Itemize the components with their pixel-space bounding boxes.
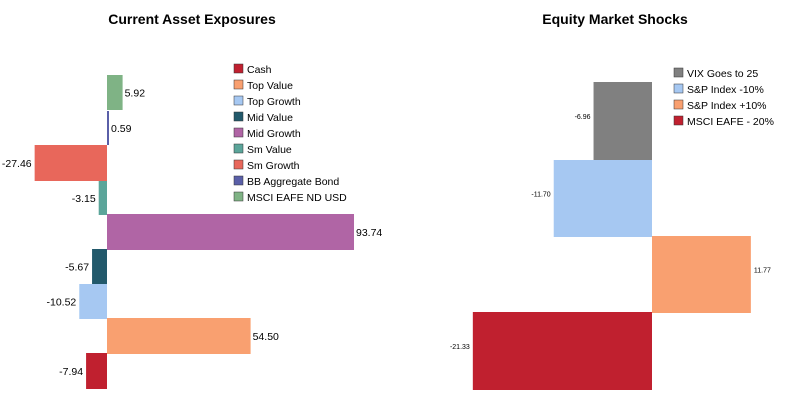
data-labels: 5.92 0.59 -27.46 -3.15 93.74 -5.67 -10.52 54.50… <box>2 88 383 379</box>
legend-label-msci-eafe-20: MSCI EAFE - 20% <box>687 116 774 128</box>
legend-swatch-msci-eafe-nd-usd <box>233 191 244 202</box>
bar-sm-value <box>98 181 107 215</box>
legend-label-s-p-index-10: S&P Index -10% <box>687 84 764 96</box>
legend-swatch-cash <box>233 63 244 74</box>
legend-swatch-bb-aggregate-bond <box>233 175 244 186</box>
data-label-msci-eafe-20: -21.33 <box>450 344 470 351</box>
bar-top-growth <box>79 284 107 319</box>
bars <box>472 82 751 390</box>
bar-mid-value <box>92 249 107 284</box>
legend-swatch-top-growth <box>233 95 244 106</box>
data-label-top-growth: -10.52 <box>46 297 76 309</box>
legend-label-bb-aggregate-bond: BB Aggregate Bond <box>247 176 339 188</box>
legend-swatch-sm-growth <box>233 159 244 170</box>
legend-swatch-s-p-index-10 <box>673 83 684 94</box>
bar-msci-eafe-nd-usd <box>107 75 123 110</box>
data-labels: -6.96 -11.70 11.77 -21.33 <box>450 114 771 351</box>
legend: Cash Top Value Top Growth Mid Value Mid Grow… <box>233 63 347 204</box>
data-label-sm-value: -3.15 <box>72 193 96 205</box>
legend-swatch-msci-eafe-20 <box>673 115 684 126</box>
bar-vix-goes-to-25 <box>593 82 652 160</box>
data-label-s-p-index-10: 11.77 <box>754 268 771 275</box>
legend-label-sm-growth: Sm Growth <box>247 160 300 172</box>
data-label-msci-eafe-nd-usd: 5.92 <box>125 88 146 100</box>
bar-bb-aggregate-bond <box>107 111 109 145</box>
legend-swatch-top-value <box>233 79 244 90</box>
bar-cash <box>86 353 107 389</box>
data-label-s-p-index-10: -11.70 <box>531 192 550 199</box>
legend-label-mid-value: Mid Value <box>247 112 293 124</box>
legend-label-top-growth: Top Growth <box>247 96 301 108</box>
bar-msci-eafe-20 <box>472 312 652 390</box>
data-label-sm-growth: -27.46 <box>2 158 32 170</box>
data-label-cash: -7.94 <box>59 366 83 378</box>
data-label-vix-goes-to-25: -6.96 <box>575 114 591 121</box>
bar-top-value <box>107 318 251 354</box>
data-label-mid-growth: 93.74 <box>356 227 382 239</box>
legend-label-top-value: Top Value <box>247 80 293 92</box>
legend-swatch-sm-value <box>233 143 244 154</box>
bar-sm-growth <box>34 145 107 181</box>
legend-swatch-vix-goes-to-25 <box>673 67 684 78</box>
legend-label-vix-goes-to-25: VIX Goes to 25 <box>687 68 758 80</box>
bar-s-p-index-10 <box>553 160 652 237</box>
legend-swatch-s-p-index-10 <box>673 99 684 110</box>
equity-shocks-chart: Equity Market Shocks -6.96 -11.70 11.77 -21… <box>450 11 774 390</box>
legend-label-sm-value: Sm Value <box>247 144 292 156</box>
legend: VIX Goes to 25 S&P Index -10% S&P Index +1… <box>673 67 774 128</box>
legend-label-msci-eafe-nd-usd: MSCI EAFE ND USD <box>247 192 347 204</box>
data-label-mid-value: -5.67 <box>65 262 89 274</box>
legend-label-mid-growth: Mid Growth <box>247 128 301 140</box>
bar-mid-growth <box>107 214 355 250</box>
chart-title: Equity Market Shocks <box>542 11 688 27</box>
legend-label-s-p-index-10: S&P Index +10% <box>687 100 767 112</box>
bars <box>34 75 355 389</box>
bar-s-p-index-10 <box>652 236 751 313</box>
legend-swatch-mid-value <box>233 111 244 122</box>
data-label-bb-aggregate-bond: 0.59 <box>111 123 132 135</box>
chart-title: Current Asset Exposures <box>108 11 276 27</box>
legend-swatch-mid-growth <box>233 127 244 138</box>
asset-exposures-chart: Current Asset Exposures 5.92 0.59 -27.46 -3… <box>2 11 383 389</box>
data-label-top-value: 54.50 <box>253 331 279 343</box>
legend-label-cash: Cash <box>247 64 272 76</box>
